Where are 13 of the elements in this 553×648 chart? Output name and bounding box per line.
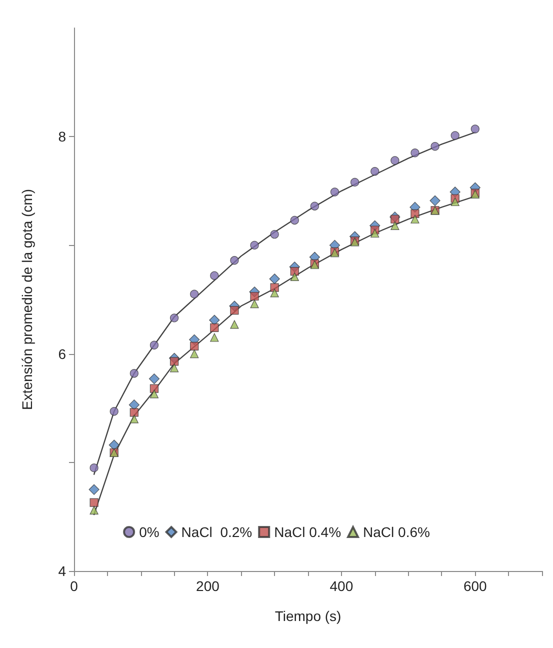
x-tick-label: 0	[70, 578, 78, 594]
legend-label: 0%	[139, 524, 160, 540]
y-tick-label: 4	[58, 563, 66, 579]
y-tick-label: 8	[58, 128, 66, 145]
x-tick-label: 600	[463, 578, 488, 594]
x-axis-title: Tiempo (s)	[274, 608, 342, 624]
legend-label: NaCl 0.4%	[274, 524, 342, 540]
x-tick-label: 200	[196, 578, 220, 594]
legend-label: NaCl 0.6%	[363, 524, 430, 540]
legend-label: NaCl 0.2%	[181, 524, 252, 540]
x-tick-label: 400	[330, 578, 354, 594]
y-tick-label: 6	[58, 346, 66, 362]
y-axis-title: Extensión promedio de la gota (cm)	[19, 189, 35, 410]
